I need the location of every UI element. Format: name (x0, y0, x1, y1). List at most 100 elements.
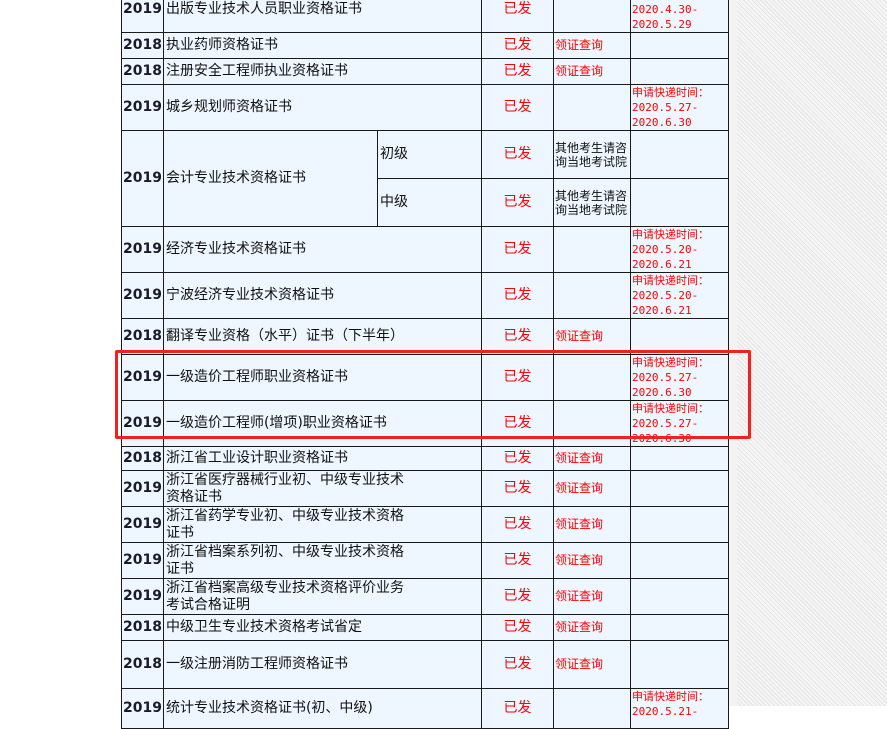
express-note: 申请快递时间： 2020.5.20- 2020.6.21 (629, 272, 729, 319)
table-row: 2018 执业药师资格证书 已发 领证查询 (121, 32, 729, 59)
certificate-table: 2019出版专业技术人员职业资格证书已发申请快递时间：2020.4.30-202… (121, 0, 729, 729)
table-row: 2018 一级注册消防工程师资格证书 已发 领证查询 (121, 640, 729, 689)
status-cell: 已发 (480, 506, 554, 543)
certificate-name: 浙江省工业设计职业资格证书 (162, 446, 482, 471)
note-line: 2020.5.27- (631, 417, 699, 430)
query-link[interactable]: 领证查询 (552, 318, 631, 355)
table-row: 2018 浙江省工业设计职业资格证书 已发 领证查询 (121, 446, 729, 471)
table-row: 2019 浙江省药学专业初、中级专业技术资格证书 已发 领证查询 (121, 506, 729, 543)
table-row: 2019 浙江省档案高级专业技术资格评价业务考试合格证明 已发 领证查询 (121, 578, 729, 615)
highlight-box (115, 350, 751, 439)
table-row: 2018 翻译专业资格（水平）证书（下半年） 已发 领证查询 (121, 318, 729, 355)
year-cell: 2019 (121, 578, 164, 615)
certificate-name: 中级卫生专业技术资格考试省定 (162, 614, 482, 641)
express-note: 申请快递时间： 2020.5.27- 2020.6.30 (629, 400, 729, 447)
query-link[interactable]: 领证查询 (552, 506, 631, 543)
table-row: 2019 城乡规划师资格证书 已发 申请快递时间： 2020.5.27- 2020.6.3… (121, 84, 729, 131)
status-cell: 已发 (480, 32, 554, 59)
status-cell: 已发 (480, 400, 554, 447)
year-cell: 2018 (121, 58, 164, 85)
certificate-name: 统计专业技术资格证书(初、中级) (162, 688, 482, 729)
empty-cell (552, 688, 631, 729)
certificate-name: 注册安全工程师执业资格证书 (162, 58, 482, 85)
note-line: 2020.5.29 (631, 18, 692, 31)
status-cell: 已发 (480, 470, 554, 507)
express-note (629, 640, 729, 689)
express-note (629, 446, 729, 471)
express-note (629, 614, 729, 641)
certificate-name: 宁波经济专业技术资格证书 (162, 272, 482, 319)
note-line: 申请快递时间： (631, 228, 709, 241)
table-row: 2019 经济专业技术资格证书 已发 申请快递时间： 2020.5.20- 2020.6.… (121, 226, 729, 273)
certificate-name: 浙江省档案系列初、中级专业技术资格证书 (162, 542, 482, 579)
query-link[interactable]: 领证查询 (552, 32, 631, 59)
status-cell: 已发 (480, 318, 554, 355)
query-link[interactable]: 领证查询 (552, 640, 631, 689)
query-link[interactable]: 领证查询 (552, 542, 631, 579)
contact-note: 其他考生请咨询当地考试院 (552, 130, 631, 179)
table-row: 2018 注册安全工程师执业资格证书 已发 领证查询 (121, 58, 729, 85)
express-note: 申请快递时间： 2020.5.27- 2020.6.30 (629, 354, 729, 401)
status-cell: 已发 (480, 226, 554, 273)
certificate-name: 翻译专业资格（水平）证书（下半年） (162, 318, 482, 355)
certificate-name: 浙江省医疗器械行业初、中级专业技术资格证书 (162, 470, 482, 507)
note-line: 2020.4.30- (631, 3, 699, 16)
certificate-name: 出版专业技术人员职业资格证书 (162, 0, 482, 33)
query-link[interactable]: 领证查询 (552, 58, 631, 85)
status-cell: 已发 (480, 614, 554, 641)
express-note: 申请快递时间：2020.4.30- 2020.5.29 (629, 0, 729, 33)
note-line: 2020.6.30 (631, 386, 692, 399)
status-cell: 已发 (480, 578, 554, 615)
page-background-pattern (736, 0, 887, 706)
empty-cell (552, 272, 631, 319)
note-line: 2020.5.27- (631, 101, 699, 114)
table-row: 中级 已发 其他考生请咨询当地考试院 (122, 178, 729, 227)
express-note (629, 578, 729, 615)
note-line: 申请快递时间： (631, 402, 709, 415)
query-link[interactable]: 领证查询 (552, 446, 631, 471)
query-link[interactable]: 领证查询 (552, 578, 631, 615)
table-row: 2019 会计专业技术资格证书 初级 已发 其他考生请咨询当地考试院 (121, 130, 729, 227)
year-cell: 2018 (121, 640, 164, 689)
query-link[interactable]: 领证查询 (552, 470, 631, 507)
year-cell: 2018 (121, 614, 164, 641)
certificate-name: 经济专业技术资格证书 (162, 226, 482, 273)
express-note (629, 58, 729, 85)
status-cell: 已发 (480, 130, 554, 179)
empty-cell (552, 226, 631, 273)
status-cell: 已发 (480, 688, 554, 729)
year-cell: 2019 (121, 688, 164, 729)
table-row: 2018 中级卫生专业技术资格考试省定 已发 领证查询 (121, 614, 729, 641)
level-cell: 初级 (376, 130, 482, 179)
note-line: 2020.5.20- (631, 289, 699, 302)
certificate-name: 浙江省药学专业初、中级专业技术资格证书 (162, 506, 482, 543)
year-cell: 2019 (121, 470, 164, 507)
express-note: 申请快递时间： 2020.5.20- 2020.6.21 (629, 226, 729, 273)
note-line: 2020.5.20- (631, 243, 699, 256)
status-cell: 已发 (480, 58, 554, 85)
note-line: 申请快递时间： (631, 86, 709, 99)
express-note (629, 32, 729, 59)
note-line: 申请快递时间： (631, 356, 709, 369)
express-note (629, 470, 729, 507)
year-cell: 2019 (121, 226, 164, 273)
year-cell: 2018 (121, 446, 164, 471)
note-line: 申请快递时间： (631, 690, 709, 703)
table-row: 2019 浙江省档案系列初、中级专业技术资格证书 已发 领证查询 (121, 542, 729, 579)
table-row: 2019 统计专业技术资格证书(初、中级) 已发 申请快递时间： 2020.5.21- (121, 688, 729, 729)
status-cell: 已发 (480, 354, 554, 401)
level-cell: 中级 (376, 178, 482, 227)
express-note: 申请快递时间： 2020.5.27- 2020.6.30 (629, 84, 729, 131)
query-link[interactable]: 领证查询 (552, 614, 631, 641)
note-line: 2020.5.21- (631, 705, 699, 718)
table-row: 2019 一级造价工程师职业资格证书 已发 申请快递时间： 2020.5.27- 2020… (121, 354, 729, 401)
note-line: 2020.6.21 (631, 304, 692, 317)
note-line: 2020.5.27- (631, 371, 699, 384)
year-cell: 2019 (121, 542, 164, 579)
status-cell: 已发 (480, 446, 554, 471)
year-cell: 2019 (121, 84, 164, 131)
express-note: 申请快递时间： 2020.5.21- (629, 688, 729, 729)
table-row: 2019 宁波经济专业技术资格证书 已发 申请快递时间： 2020.5.20- 2020.… (121, 272, 729, 319)
status-cell: 已发 (480, 640, 554, 689)
